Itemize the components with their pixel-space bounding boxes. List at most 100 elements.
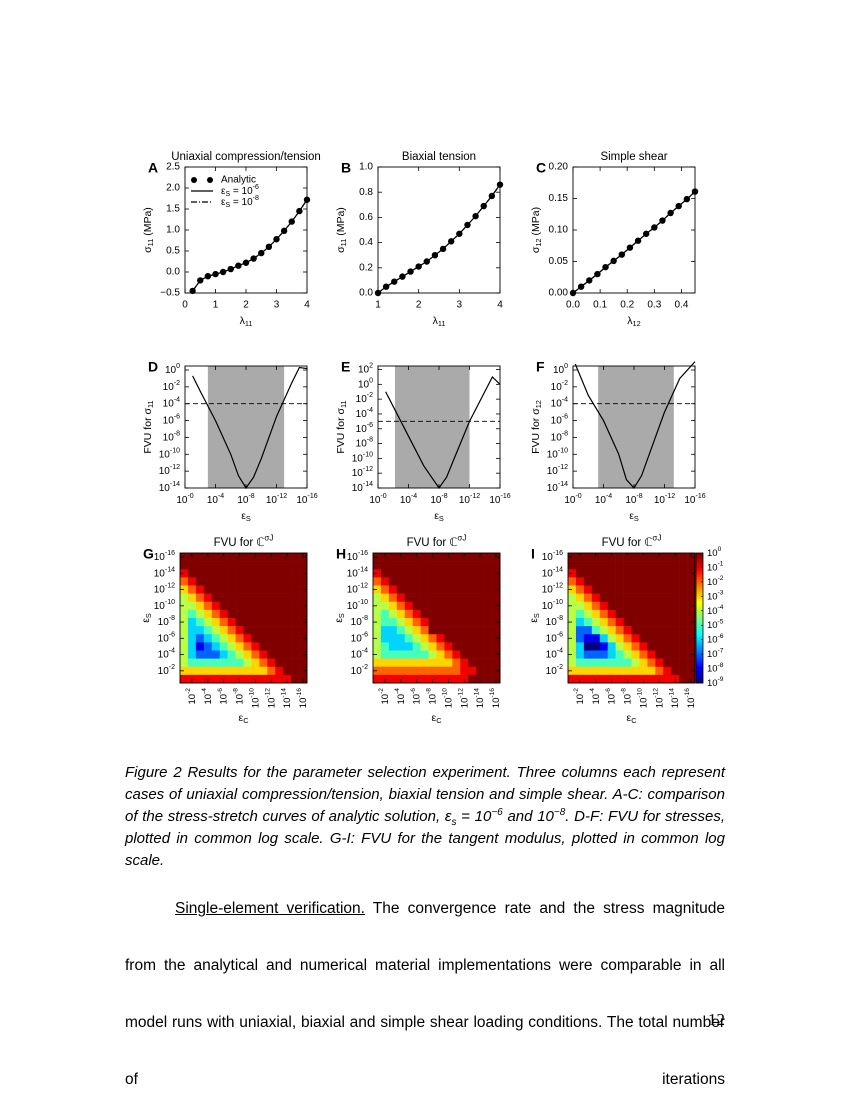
y-tick-label: 10-12 xyxy=(347,582,368,595)
text-run: 10 xyxy=(154,568,166,579)
figure-caption: Figure 2 Results for the parameter selec… xyxy=(125,762,725,872)
heatmap-cell xyxy=(567,577,577,586)
heatmap-cell xyxy=(380,658,390,668)
heatmap-cell xyxy=(195,593,205,603)
y-axis-label: FVU for σ11 xyxy=(335,400,348,453)
text-run: -9 xyxy=(718,676,724,683)
text-run: 10 xyxy=(400,495,412,506)
heatmap-cell xyxy=(615,577,624,586)
heatmap-cell xyxy=(291,577,300,586)
x-axis-label: εS xyxy=(629,510,639,523)
text-run: 10 xyxy=(542,584,554,595)
colorbar-tick-label: 10-1 xyxy=(707,560,724,573)
heatmap-cell xyxy=(259,642,268,651)
heatmap-cell xyxy=(187,626,197,635)
heatmap-cell xyxy=(275,609,284,619)
x-tick-label: 10-8 xyxy=(425,688,438,705)
heatmap-cell xyxy=(436,626,445,635)
heatmap-cell xyxy=(492,658,501,668)
heatmap-cell xyxy=(615,674,624,684)
text-run: 10 xyxy=(237,495,249,506)
heatmap-cell xyxy=(396,601,406,611)
heatmap-cell xyxy=(679,674,688,684)
heatmap-cell xyxy=(484,553,493,562)
heatmap-cell xyxy=(444,593,453,603)
panel-title: Biaxial tension xyxy=(402,151,476,163)
y-tick-label: 10-14 xyxy=(154,566,175,579)
x-tick-label: 0 xyxy=(182,300,188,311)
text-run: 10 xyxy=(186,694,197,705)
text-run: 10 xyxy=(625,495,637,506)
heatmap-cell xyxy=(420,626,429,635)
heatmap-cell xyxy=(227,674,236,684)
text-run: -8 xyxy=(620,688,627,694)
heatmap-cell xyxy=(267,561,276,570)
text-run: -14 xyxy=(280,688,287,698)
heatmap-cell xyxy=(412,577,421,586)
heatmap-cell xyxy=(599,642,608,651)
heatmap-cell xyxy=(460,585,469,594)
heatmap-cell xyxy=(452,553,461,562)
y-tick-label: 10-14 xyxy=(347,566,368,579)
text-run: 10 xyxy=(358,379,370,390)
heatmap-cell xyxy=(647,553,656,562)
text-run: -6 xyxy=(362,631,368,638)
heatmap-cell xyxy=(388,658,398,668)
heatmap-cell xyxy=(599,626,608,635)
heatmap-cell xyxy=(623,553,632,562)
heatmap-cell xyxy=(452,561,461,570)
heatmap-cell xyxy=(275,626,284,635)
heatmap-cell xyxy=(187,593,197,603)
y-tick-label: 10-10 xyxy=(542,599,563,612)
text-run: C xyxy=(436,716,442,725)
text-run: 10 xyxy=(707,649,718,660)
heatmap-cell xyxy=(567,553,577,562)
heatmap-cell xyxy=(599,674,608,684)
heatmap-cell xyxy=(679,618,688,627)
heatmap-cell xyxy=(412,585,421,594)
heatmap-cell xyxy=(655,577,664,586)
heatmap-cell xyxy=(663,569,672,578)
heatmap-cell xyxy=(583,658,593,668)
heatmap-cell xyxy=(227,666,236,676)
heatmap-cell xyxy=(444,618,453,627)
y-tick-label: 0.10 xyxy=(549,225,569,236)
heatmap-cell xyxy=(404,561,413,570)
text-run: -10 xyxy=(358,599,368,606)
caption-run: and 10 xyxy=(502,808,554,825)
heatmap-cell xyxy=(187,561,197,570)
heatmap-cell xyxy=(372,658,382,668)
heatmap-cell xyxy=(444,658,453,668)
heatmap-cell xyxy=(195,618,205,627)
heatmap-cell xyxy=(388,601,398,611)
heatmap-cell xyxy=(267,585,276,594)
heatmap-cell xyxy=(655,666,664,676)
heatmap-cell xyxy=(396,561,406,570)
heatmap-cell xyxy=(436,577,445,586)
heatmap-cell xyxy=(671,626,680,635)
heatmap-cell xyxy=(567,626,577,635)
text-run: 10 xyxy=(707,576,718,587)
heatmap-cell xyxy=(291,609,300,619)
text-run: 10 xyxy=(574,694,585,705)
heatmap-cell xyxy=(687,577,696,586)
heatmap-cell xyxy=(599,666,608,676)
heatmap-cell xyxy=(492,642,501,651)
text-run: 12 xyxy=(633,319,641,328)
heatmap-cell xyxy=(639,585,648,594)
text-run: S xyxy=(337,613,346,618)
heatmap-cell xyxy=(251,585,260,594)
heatmap-cell xyxy=(219,626,228,635)
heatmap-cell xyxy=(396,569,406,578)
colorbar-slice xyxy=(696,654,703,658)
text-run: 10 xyxy=(218,694,229,705)
heatmap-cell xyxy=(211,658,220,668)
heatmap-cell xyxy=(291,650,300,659)
heatmap-cell xyxy=(372,585,382,594)
heatmap-cell xyxy=(283,642,292,651)
heatmap-cell xyxy=(219,577,228,586)
text-run: FVU for σ xyxy=(335,408,347,454)
y-tick-label: 10-4 xyxy=(356,407,373,420)
text-run: 10 xyxy=(163,398,175,409)
heatmap-cell xyxy=(211,634,220,643)
